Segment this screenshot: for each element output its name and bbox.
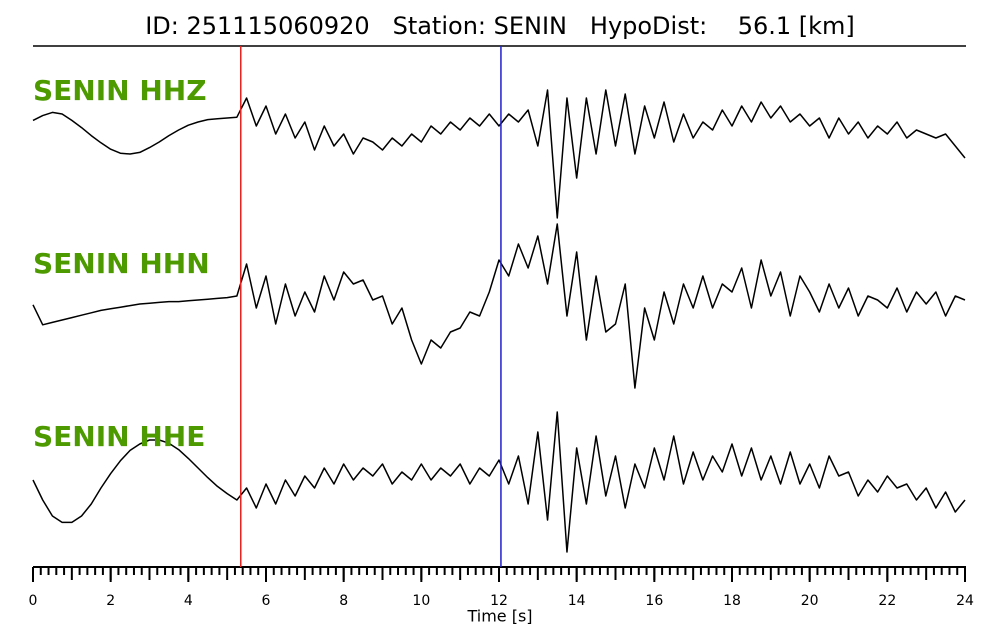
x-tick-label: 8 (339, 593, 348, 609)
x-tick-label: 4 (184, 593, 193, 609)
trace (32, 223, 966, 389)
trace-label: SENIN HHN (33, 247, 210, 280)
trace (32, 89, 966, 219)
trace-label: SENIN HHZ (33, 74, 207, 107)
chart-title: ID: 251115060920 Station: SENIN HypoDist… (145, 12, 855, 40)
x-tick-label: 0 (29, 593, 38, 609)
x-axis-label: Time [s] (466, 607, 532, 626)
x-tick-label: 14 (568, 593, 586, 609)
x-tick-label: 24 (956, 593, 974, 609)
x-tick-label: 10 (412, 593, 430, 609)
x-tick-label: 12 (490, 593, 508, 609)
x-tick-label: 22 (878, 593, 896, 609)
trace-label: SENIN HHE (33, 420, 205, 453)
x-tick-label: 18 (723, 593, 741, 609)
x-tick-label: 2 (106, 593, 115, 609)
x-tick-label: 20 (801, 593, 819, 609)
x-tick-label: 6 (262, 593, 271, 609)
trace (32, 411, 966, 553)
x-tick-label: 16 (645, 593, 663, 609)
